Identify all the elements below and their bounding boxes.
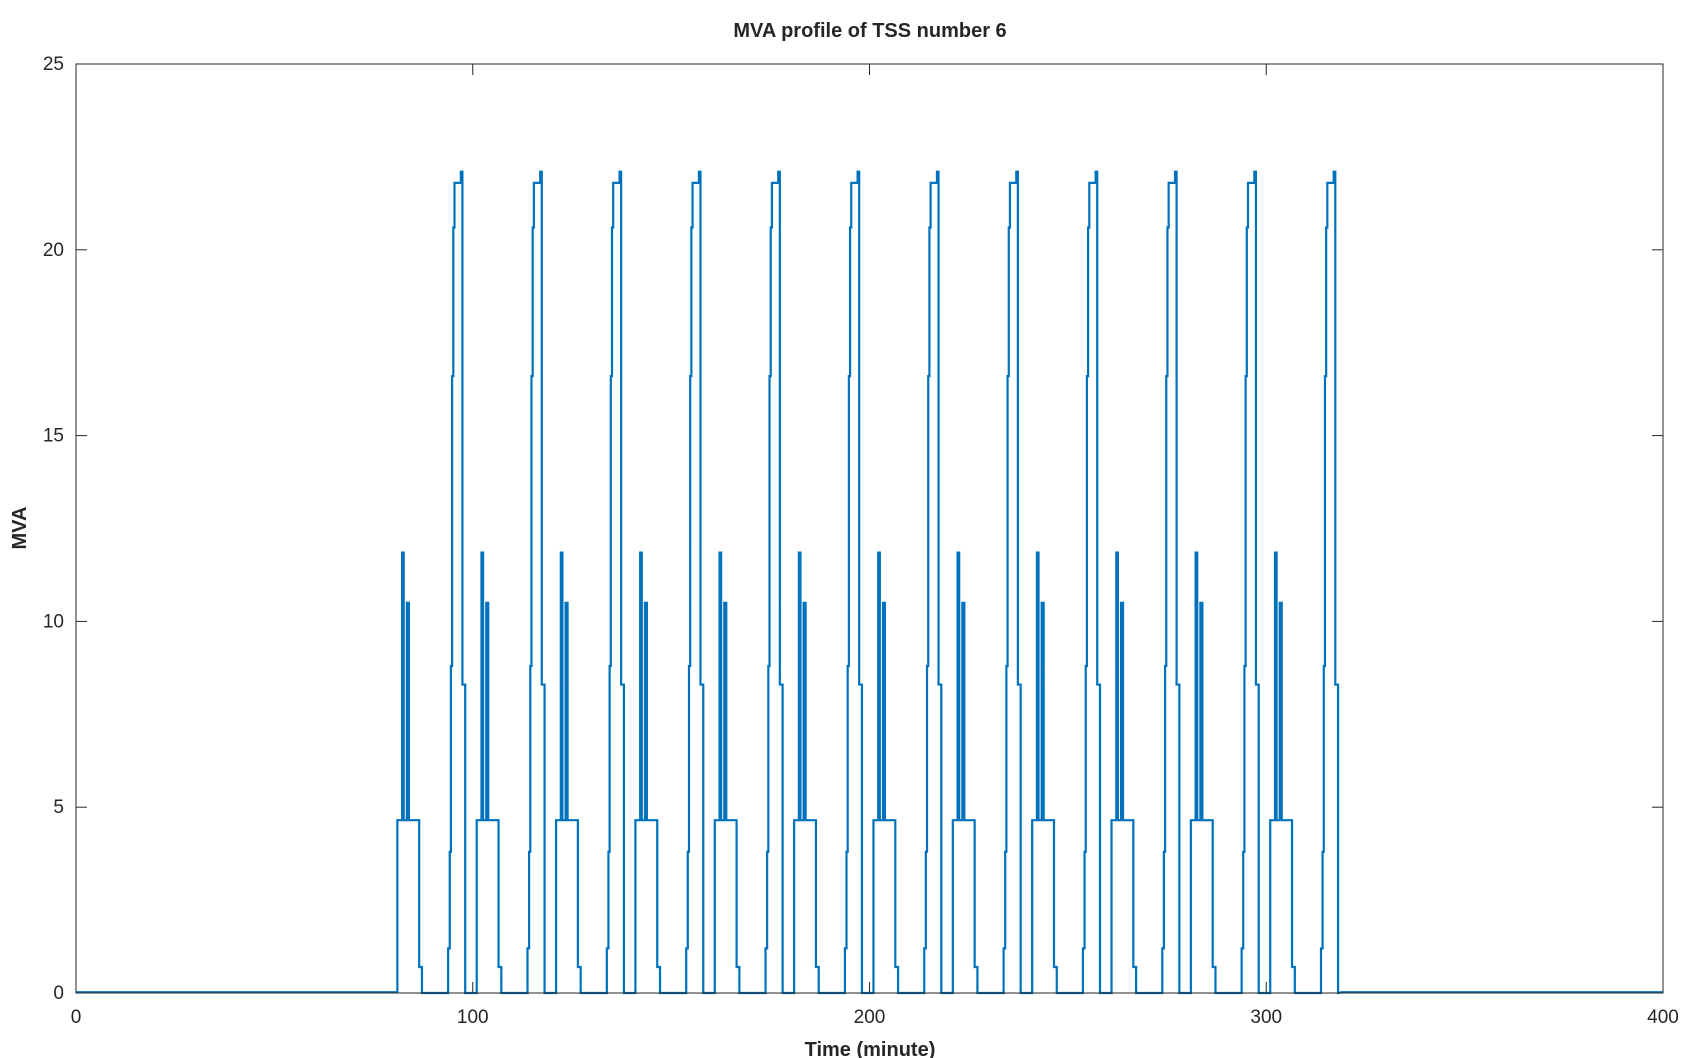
y-tick-label: 0 bbox=[53, 983, 64, 1004]
y-tick-label: 5 bbox=[53, 797, 64, 818]
plot-area bbox=[76, 64, 1663, 993]
x-axis-ticks: 0 100 200 300 400 bbox=[71, 64, 1679, 1028]
y-axis-title: MVA bbox=[9, 507, 31, 550]
plot-frame bbox=[75, 63, 1664, 994]
y-tick-label: 15 bbox=[43, 426, 64, 447]
y-axis-ticks: 0 5 10 15 20 25 bbox=[43, 54, 1663, 1004]
chart-title: MVA profile of TSS number 6 bbox=[733, 20, 1006, 42]
x-tick-label: 400 bbox=[1647, 1007, 1679, 1028]
y-tick-label: 25 bbox=[43, 54, 64, 75]
x-tick-label: 0 bbox=[71, 1007, 82, 1028]
x-tick-label: 300 bbox=[1250, 1007, 1282, 1028]
y-tick-label: 10 bbox=[43, 611, 64, 632]
x-axis-title: Time (minute) bbox=[805, 1039, 936, 1058]
x-tick-label: 200 bbox=[854, 1007, 886, 1028]
x-tick-label: 100 bbox=[457, 1007, 489, 1028]
y-tick-label: 20 bbox=[43, 240, 64, 261]
